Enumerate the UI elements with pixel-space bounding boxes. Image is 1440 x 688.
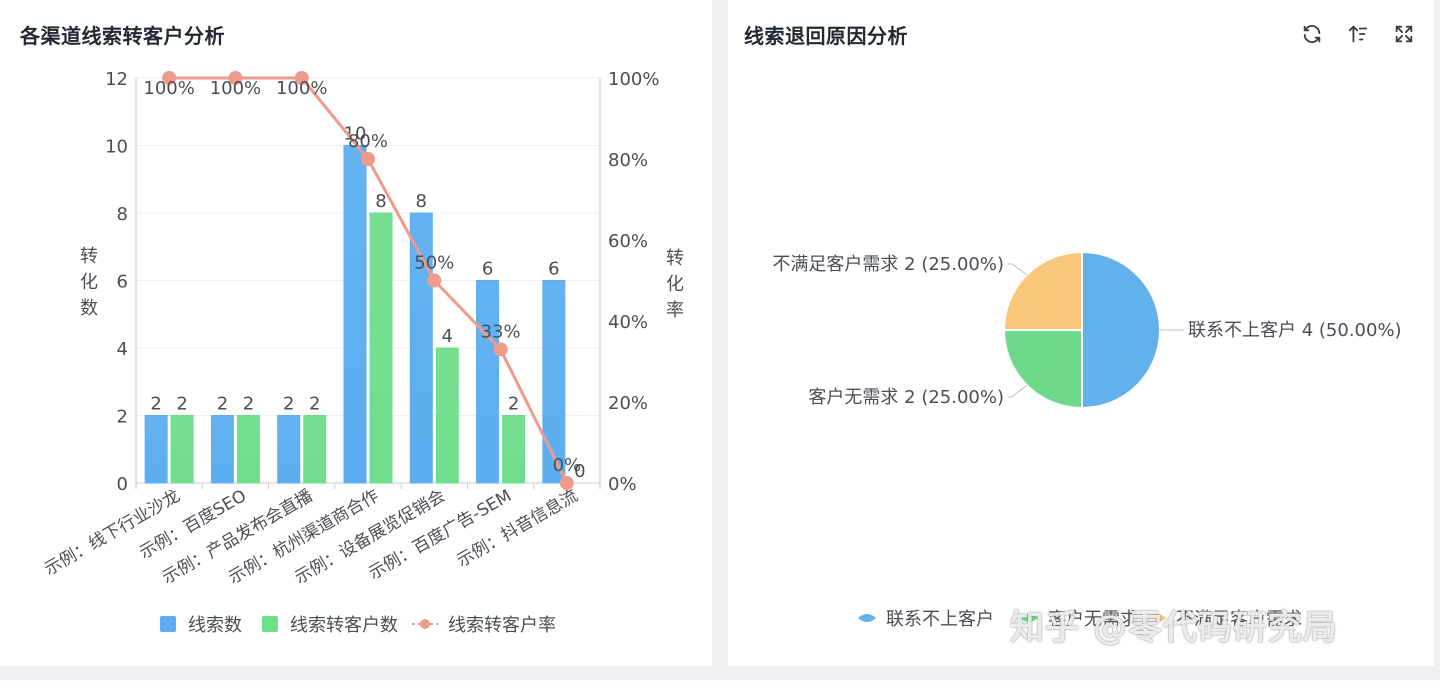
conversion-rate-point bbox=[228, 71, 243, 85]
bar-value-label: 2 bbox=[217, 394, 228, 415]
bar-value-label: 6 bbox=[548, 259, 559, 280]
bar-value-label: 2 bbox=[176, 394, 187, 415]
legend-label: 线索转客户数 bbox=[290, 615, 398, 636]
conversion-rate-label: 50% bbox=[414, 253, 454, 274]
y2-tick-label: 80% bbox=[608, 150, 648, 171]
y2-tick-label: 60% bbox=[608, 231, 648, 252]
y2-tick-label: 100% bbox=[608, 69, 659, 90]
bar-converted bbox=[502, 415, 526, 484]
channel-conversion-title: 各渠道线索转客户分析 bbox=[20, 24, 225, 48]
pie-slice bbox=[1081, 250, 1161, 410]
y-tick-label: 6 bbox=[117, 272, 128, 293]
bar-leads bbox=[277, 415, 301, 484]
bar-leads bbox=[542, 280, 566, 484]
bar-leads bbox=[476, 280, 500, 484]
refresh-icon[interactable] bbox=[1298, 20, 1326, 48]
bar-leads bbox=[409, 212, 433, 484]
legend-label: 客户无需求 bbox=[1048, 609, 1138, 630]
conversion-rate-label: 33% bbox=[481, 321, 521, 342]
pie-slice-label: 不满足客户需求 2 (25.00%) bbox=[772, 254, 1004, 275]
pie-label-line bbox=[1008, 263, 1028, 276]
conversion-rate-point bbox=[162, 71, 177, 85]
pie-label-line bbox=[1008, 384, 1028, 398]
legend-label: 线索数 bbox=[188, 615, 242, 636]
legend-label: 联系不上客户 bbox=[886, 609, 994, 630]
pie-slice bbox=[1002, 329, 1083, 410]
sort-icon[interactable] bbox=[1344, 20, 1372, 48]
bar-value-label: 2 bbox=[150, 394, 161, 415]
y-axis-label: 化 bbox=[80, 272, 98, 293]
bar-converted bbox=[236, 415, 260, 484]
legend-swatch bbox=[160, 616, 176, 632]
conversion-rate-point bbox=[294, 71, 309, 85]
bar-value-label: 6 bbox=[482, 259, 493, 280]
chart-toolbar bbox=[1298, 20, 1418, 48]
bar-leads bbox=[144, 415, 168, 484]
bar-converted bbox=[369, 212, 393, 484]
y2-tick-label: 0% bbox=[608, 474, 637, 495]
y2-tick-label: 40% bbox=[608, 312, 648, 333]
return-reason-card: 线索退回原因分析 联系不上客户 4 (50.00%) 客户无需求 2 (25.00… bbox=[728, 0, 1434, 666]
y2-axis-label: 化 bbox=[666, 274, 684, 295]
bar-converted bbox=[303, 415, 327, 484]
bar-converted bbox=[435, 347, 459, 484]
y-tick-label: 10 bbox=[105, 137, 128, 158]
y-axis-label: 转 bbox=[80, 246, 98, 267]
bar-value-label: 10 bbox=[344, 124, 367, 145]
conversion-rate-point bbox=[427, 273, 442, 288]
legend-swatch bbox=[1148, 614, 1166, 622]
return-reason-title: 线索退回原因分析 bbox=[744, 24, 908, 48]
bar-leads bbox=[343, 145, 367, 484]
legend-swatch bbox=[262, 616, 278, 632]
conversion-rate-label: 100% bbox=[210, 78, 261, 99]
bar-value-label: 2 bbox=[508, 394, 519, 415]
y2-axis-label: 转 bbox=[666, 248, 684, 269]
conversion-rate-label: 80% bbox=[348, 131, 388, 152]
bar-value-label: 2 bbox=[309, 394, 320, 415]
bar-value-label: 8 bbox=[375, 191, 386, 212]
bar-value-label: 2 bbox=[243, 394, 254, 415]
legend-swatch bbox=[1020, 614, 1038, 622]
y-tick-label: 2 bbox=[117, 407, 128, 428]
conversion-rate-point bbox=[493, 342, 508, 357]
channel-conversion-card: 各渠道线索转客户分析 0 2 4 6 8 10 12 0% 20% 40% 60% 80% 100% 转化… bbox=[0, 0, 712, 666]
conversion-rate-point bbox=[361, 152, 375, 166]
conversion-rate-label: 0% bbox=[553, 455, 582, 476]
y2-axis-label: 率 bbox=[666, 300, 684, 321]
x-category-label: 示例：抖音信息流 bbox=[454, 486, 582, 571]
conversion-rate-label: 100% bbox=[143, 78, 194, 99]
legend-label: 线索转客户率 bbox=[448, 615, 556, 636]
conversion-rate-point bbox=[559, 476, 574, 490]
fullscreen-icon[interactable] bbox=[1390, 20, 1418, 48]
y-axis-label: 数 bbox=[80, 298, 98, 319]
pie-slice-label: 联系不上客户 4 (50.00%) bbox=[1188, 320, 1402, 341]
pie-slice-label: 客户无需求 2 (25.00%) bbox=[808, 387, 1004, 408]
return-reason-pie-chart: 联系不上客户 4 (50.00%) 客户无需求 2 (25.00%) 不满足客户需求… bbox=[772, 250, 1402, 630]
y-tick-label: 8 bbox=[117, 204, 128, 225]
next-card-edge bbox=[0, 680, 1440, 688]
bar-value-label: 8 bbox=[416, 191, 427, 212]
y-tick-label: 0 bbox=[117, 474, 128, 495]
conversion-rate-label: 100% bbox=[276, 78, 327, 99]
pie-slice bbox=[1002, 250, 1083, 331]
y-tick-label: 12 bbox=[105, 69, 128, 90]
bar-converted bbox=[170, 415, 194, 484]
bar-leads bbox=[210, 415, 234, 484]
bar-value-label: 0 bbox=[574, 461, 585, 482]
bar-value-label: 2 bbox=[283, 394, 294, 415]
legend-swatch bbox=[858, 614, 876, 622]
y2-tick-label: 20% bbox=[608, 393, 648, 414]
y-tick-label: 4 bbox=[117, 339, 128, 360]
legend-swatch bbox=[420, 619, 430, 629]
bar-value-label: 4 bbox=[442, 326, 453, 347]
legend-label: 不满足客户需求 bbox=[1176, 609, 1302, 630]
watermark: 知乎 @零代码研究局 bbox=[1010, 608, 1338, 648]
